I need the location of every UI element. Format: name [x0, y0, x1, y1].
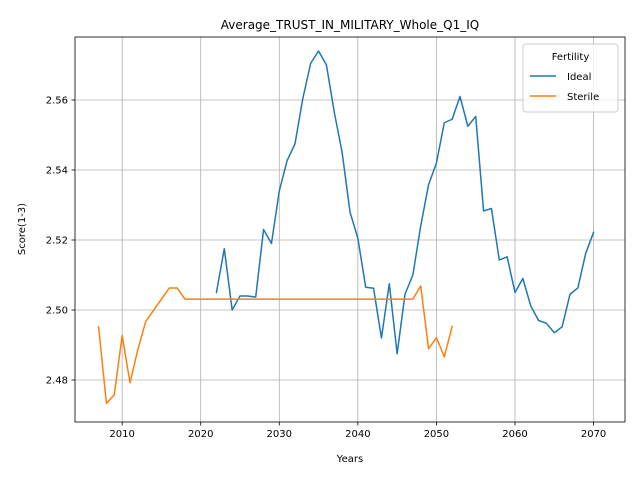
- x-tick-label: 2010: [109, 429, 134, 440]
- y-tick-label: 2.54: [46, 166, 68, 177]
- x-tick-label: 2030: [267, 429, 292, 440]
- x-tick-label: 2070: [581, 429, 606, 440]
- x-tick-label: 2040: [345, 429, 370, 440]
- y-tick-label: 2.56: [46, 96, 68, 107]
- x-tick-label: 2060: [502, 429, 527, 440]
- plot-frame: [74, 36, 626, 423]
- x-axis: 2010 2020 2030 2040 2050 2060 2070: [109, 422, 606, 440]
- legend-label-sterile: Sterile: [567, 92, 599, 103]
- chart-title: Average_TRUST_IN_MILITARY_Whole_Q1_IQ: [221, 18, 479, 32]
- x-tick-label: 2050: [424, 429, 449, 440]
- y-axis: 2.48 2.50 2.52 2.54 2.56: [46, 96, 75, 387]
- x-tick-label: 2020: [188, 429, 213, 440]
- y-tick-label: 2.52: [46, 236, 68, 247]
- legend-box: [522, 43, 619, 113]
- series-line-sterile: [97, 285, 454, 405]
- series-lines: [97, 50, 595, 405]
- legend: Fertility Ideal Sterile: [522, 43, 619, 113]
- grid-lines: [75, 37, 625, 422]
- legend-title: Fertility: [552, 52, 590, 63]
- series-line-ideal: [215, 50, 595, 355]
- y-tick-label: 2.50: [46, 306, 68, 317]
- legend-label-ideal: Ideal: [567, 72, 591, 83]
- x-axis-label: Years: [336, 454, 363, 465]
- y-axis-label: Score(1-3): [17, 203, 28, 255]
- y-tick-label: 2.48: [46, 376, 68, 387]
